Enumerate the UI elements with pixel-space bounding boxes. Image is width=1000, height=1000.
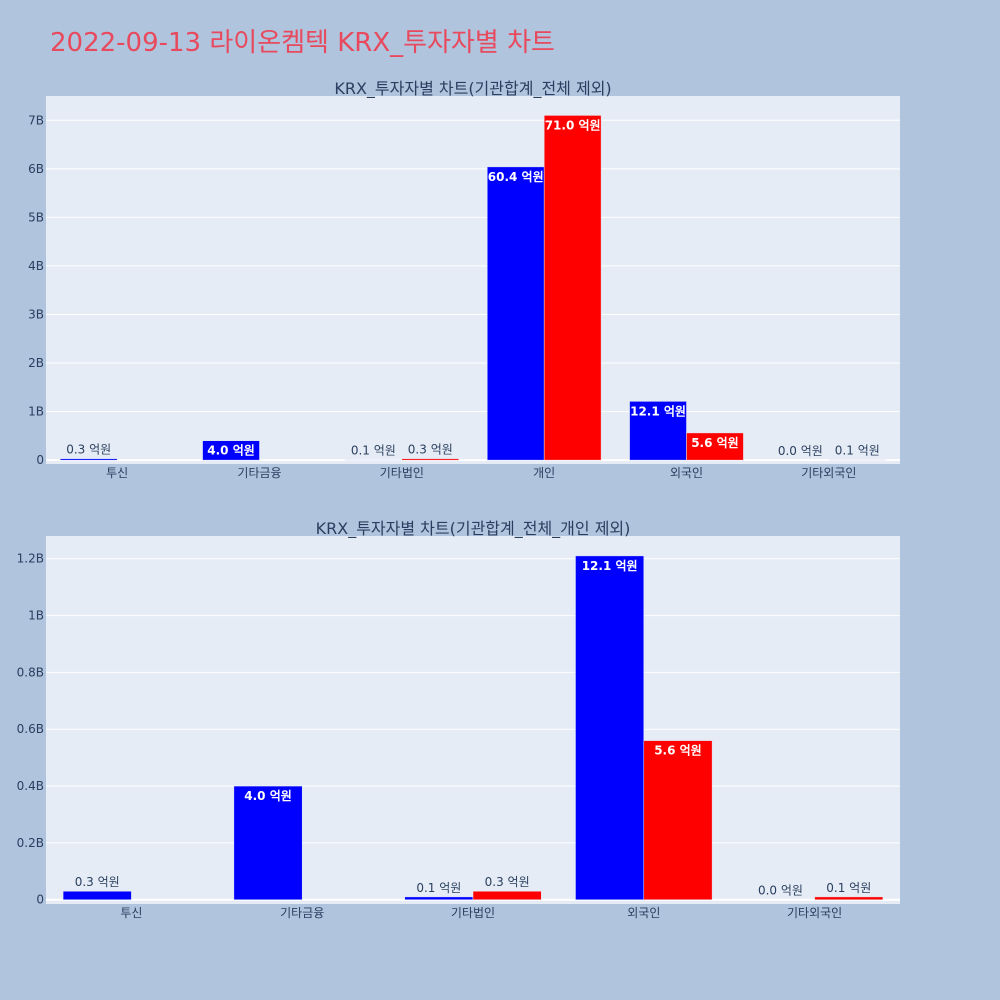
bar <box>59 458 118 461</box>
y-tick-label: 0.6B <box>17 722 44 736</box>
y-tick-label: 3B <box>28 307 44 321</box>
x-tick-label: 개인 <box>533 466 555 480</box>
x-tick-label: 외국인 <box>670 466 703 480</box>
bar <box>486 166 545 461</box>
bar <box>233 785 303 900</box>
x-tick-label: 기타금융 <box>280 906 324 920</box>
data-label: 0.3 억원 <box>408 443 453 457</box>
y-tick-label: 1B <box>28 609 44 623</box>
data-label: 0.3 억원 <box>485 875 530 889</box>
x-tick-label: 투신 <box>106 466 128 480</box>
y-tick-label: 1B <box>28 405 44 419</box>
data-label: 0.1 억원 <box>826 881 871 895</box>
data-label: 60.4 억원 <box>488 170 544 184</box>
plot-area <box>46 536 900 904</box>
bar <box>62 890 132 900</box>
data-label: 12.1 억원 <box>582 559 638 573</box>
data-label: 12.1 억원 <box>630 404 686 418</box>
y-tick-label: 0 <box>36 453 44 467</box>
bar <box>629 401 687 461</box>
chart-2: 0 0.2B 0.4B 0.6B 0.8B 1B 1.2B KRX_투자자별 차트(기관합계_… <box>17 519 900 920</box>
data-label: 4.0 억원 <box>244 789 292 803</box>
y-tick-label: 1.2B <box>17 552 44 566</box>
x-tick-label: 기타금융 <box>237 466 281 480</box>
chart-title: KRX_투자자별 차트(기관합계_전체_개인 제외) <box>316 519 631 539</box>
bar <box>404 896 474 900</box>
x-tick-label: 투신 <box>120 906 142 920</box>
y-tick-label: 7B <box>28 113 44 127</box>
y-tick-label: 5B <box>28 210 44 224</box>
y-tick-label: 0.4B <box>17 779 44 793</box>
y-tick-label: 6B <box>28 162 44 176</box>
x-tick-label: 기타외국인 <box>787 906 842 920</box>
data-label: 5.6 억원 <box>654 744 702 758</box>
bar <box>543 115 602 461</box>
bar <box>575 555 645 900</box>
y-tick-label: 0.2B <box>17 836 44 850</box>
bar <box>202 440 260 461</box>
y-tick-label: 4B <box>28 259 44 273</box>
bar <box>401 458 460 461</box>
y-tick-label: 0.8B <box>17 665 44 679</box>
chart-title: KRX_투자자별 차트(기관합계_전체 제외) <box>334 79 611 99</box>
bar <box>814 896 884 900</box>
data-label: 0.0 억원 <box>778 444 823 458</box>
x-tick-label: 외국인 <box>627 906 660 920</box>
y-tick-label: 0 <box>36 893 44 907</box>
x-tick-label: 기타외국인 <box>801 466 856 480</box>
bar <box>686 432 744 461</box>
x-tick-label: 기타법인 <box>380 466 424 480</box>
data-label: 71.0 억원 <box>545 118 601 132</box>
bar <box>643 740 713 900</box>
data-label: 5.6 억원 <box>691 436 739 450</box>
data-label: 0.1 억원 <box>351 444 396 458</box>
data-label: 4.0 억원 <box>207 444 255 458</box>
chart-1: 0 1B 2B 3B 4B 5B 6B 7B KRX_투자자별 차트(기관합계_전체 제외) 투신… <box>28 79 900 480</box>
data-label: 0.0 억원 <box>758 884 803 898</box>
data-label: 0.1 억원 <box>835 444 880 458</box>
data-label: 0.3 억원 <box>66 443 111 457</box>
data-label: 0.1 억원 <box>416 881 461 895</box>
plot-area <box>46 96 900 464</box>
bar <box>472 890 542 900</box>
y-tick-label: 2B <box>28 356 44 370</box>
data-label: 0.3 억원 <box>75 875 120 889</box>
x-tick-label: 기타법인 <box>451 906 495 920</box>
page-title: 2022-09-13 라이온켐텍 KRX_투자자별 차트 <box>50 28 555 58</box>
